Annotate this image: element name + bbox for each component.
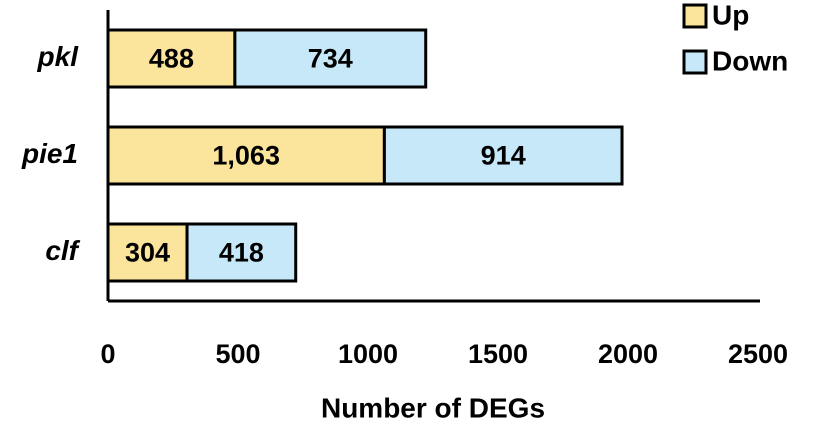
value-label: 418 xyxy=(219,238,264,268)
bar-segment xyxy=(233,28,428,89)
bar-segment xyxy=(382,125,624,186)
y-tick-label: pkl xyxy=(37,41,80,72)
x-tick-label: 2500 xyxy=(728,339,788,369)
legend-label: Down xyxy=(712,45,788,76)
x-axis-title: Number of DEGs xyxy=(321,392,545,423)
value-label: 734 xyxy=(308,44,353,74)
y-tick-label: pie1 xyxy=(21,138,78,169)
bar-segment xyxy=(106,222,189,283)
y-tick-label: clf xyxy=(45,235,80,266)
bar-segment xyxy=(185,222,298,283)
legend-label: Up xyxy=(712,0,749,30)
value-label: 304 xyxy=(125,238,170,268)
x-tick-label: 500 xyxy=(215,339,260,369)
x-tick-label: 1000 xyxy=(338,339,398,369)
value-label: 1,063 xyxy=(212,141,280,171)
legend-swatch xyxy=(682,3,708,29)
x-tick-label: 0 xyxy=(100,339,115,369)
value-label: 488 xyxy=(149,44,194,74)
bar-segment xyxy=(106,125,386,186)
x-tick-label: 2000 xyxy=(598,339,658,369)
legend-swatch xyxy=(682,49,708,75)
value-label: 914 xyxy=(481,141,526,171)
x-tick-label: 1500 xyxy=(468,339,528,369)
